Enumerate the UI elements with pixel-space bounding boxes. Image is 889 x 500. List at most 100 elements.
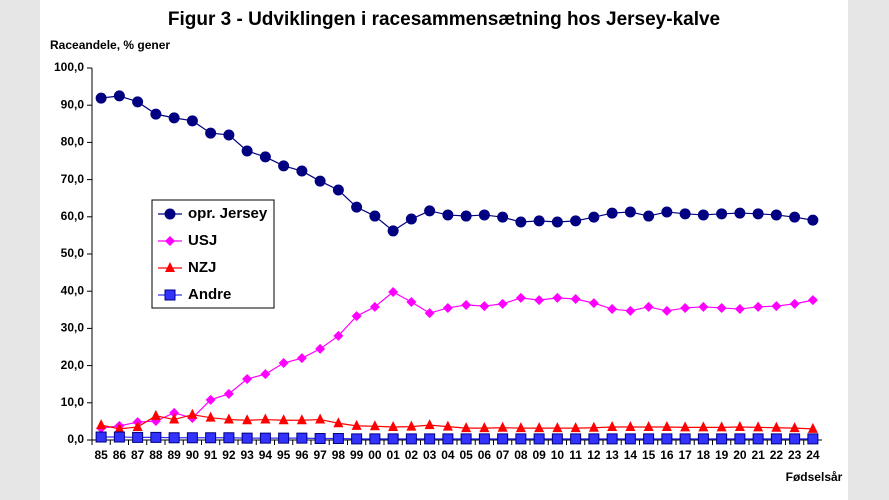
data-point — [169, 407, 180, 418]
data-point — [460, 433, 472, 445]
data-point — [132, 431, 144, 443]
data-point — [223, 432, 235, 444]
x-tick-label: 12 — [587, 448, 601, 462]
data-point — [205, 432, 217, 444]
data-point — [150, 431, 162, 443]
data-point — [570, 422, 581, 433]
data-point — [789, 211, 801, 223]
data-point — [333, 330, 344, 341]
legend-label: NZJ — [188, 259, 216, 276]
data-point — [296, 165, 308, 177]
data-point — [241, 145, 253, 157]
chart-title: Figur 3 - Udviklingen i racesammensætnin… — [168, 9, 720, 30]
x-tick-label: 94 — [259, 448, 273, 462]
x-tick-label: 09 — [532, 448, 546, 462]
data-point — [332, 433, 344, 445]
data-point — [442, 433, 454, 445]
data-point — [278, 432, 290, 444]
x-tick-label: 97 — [313, 448, 327, 462]
legend-marker — [164, 208, 176, 220]
data-point — [661, 433, 673, 445]
data-point — [716, 433, 728, 445]
y-tick-label: 30,0 — [61, 321, 85, 335]
data-point — [405, 433, 417, 445]
data-point — [278, 414, 289, 425]
data-point — [351, 311, 362, 322]
data-point — [570, 433, 582, 445]
data-point — [661, 206, 673, 218]
x-tick-label: 05 — [459, 448, 473, 462]
data-point — [734, 433, 746, 445]
data-point — [478, 209, 490, 221]
x-tick-label: 17 — [678, 448, 692, 462]
data-point — [752, 208, 764, 220]
data-point — [698, 421, 709, 432]
y-tick-label: 40,0 — [61, 283, 85, 297]
data-point — [132, 420, 143, 431]
y-tick-label: 50,0 — [61, 246, 85, 260]
data-point — [698, 301, 709, 312]
data-point — [406, 420, 417, 431]
data-point — [168, 112, 180, 124]
data-point — [461, 422, 472, 433]
x-tick-label: 04 — [441, 448, 455, 462]
data-point — [95, 431, 107, 443]
data-point — [734, 420, 745, 431]
data-point — [333, 417, 344, 428]
data-point — [460, 210, 472, 222]
data-point — [515, 216, 527, 228]
legend-marker — [164, 289, 176, 301]
data-point — [497, 433, 509, 445]
x-tick-label: 99 — [350, 448, 364, 462]
data-point — [734, 207, 746, 219]
data-point — [369, 210, 381, 222]
data-point — [807, 422, 818, 433]
data-point — [205, 411, 216, 422]
x-tick-label: 22 — [770, 448, 784, 462]
data-point — [515, 433, 527, 445]
data-point — [223, 413, 234, 424]
data-point — [497, 298, 508, 309]
x-tick-label: 18 — [697, 448, 711, 462]
data-point — [661, 305, 672, 316]
data-point — [497, 211, 509, 223]
data-point — [753, 421, 764, 432]
x-tick-label: 86 — [113, 448, 127, 462]
data-point — [679, 433, 691, 445]
data-point — [442, 420, 453, 431]
x-tick-label: 92 — [222, 448, 236, 462]
data-point — [442, 302, 453, 313]
x-tick-label: 24 — [806, 448, 820, 462]
data-point — [697, 433, 709, 445]
data-point — [260, 369, 271, 380]
x-tick-label: 15 — [642, 448, 656, 462]
data-point — [315, 413, 326, 424]
legend-label: Andre — [188, 286, 231, 303]
x-tick-label: 91 — [204, 448, 218, 462]
data-point — [606, 433, 618, 445]
data-point — [607, 420, 618, 431]
x-tick-label: 87 — [131, 448, 145, 462]
data-point — [534, 422, 545, 433]
data-point — [351, 419, 362, 430]
data-point — [643, 420, 654, 431]
data-point — [533, 215, 545, 227]
x-tick-label: 93 — [240, 448, 254, 462]
x-tick-label: 23 — [788, 448, 802, 462]
data-point — [643, 210, 655, 222]
data-point — [388, 420, 399, 431]
data-point — [679, 208, 691, 220]
x-tick-label: 03 — [423, 448, 437, 462]
data-point — [223, 388, 234, 399]
data-point — [624, 433, 636, 445]
x-tick-label: 96 — [295, 448, 309, 462]
data-point — [588, 298, 599, 309]
x-tick-label: 95 — [277, 448, 291, 462]
x-tick-label: 00 — [368, 448, 382, 462]
data-point — [406, 296, 417, 307]
series-line — [101, 414, 813, 430]
data-point — [771, 301, 782, 312]
data-point — [242, 373, 253, 384]
